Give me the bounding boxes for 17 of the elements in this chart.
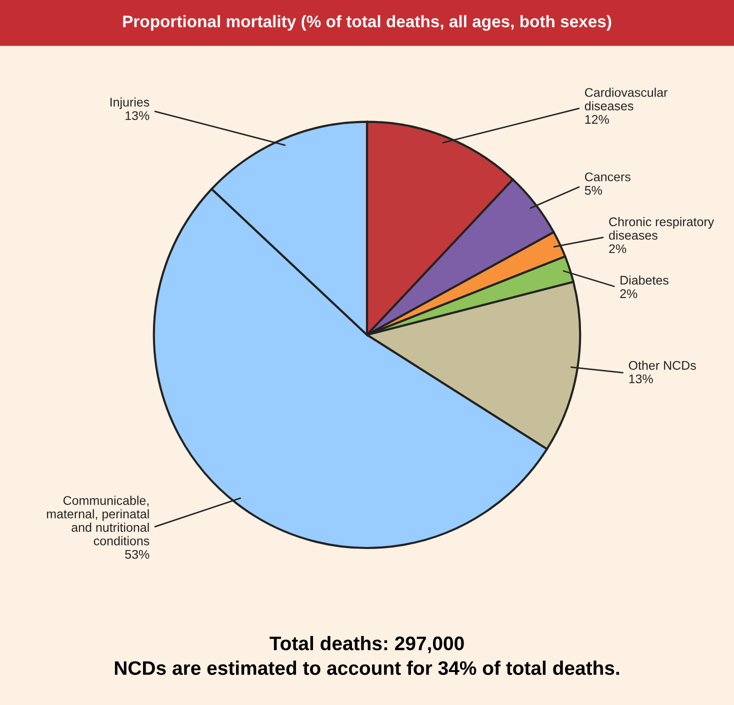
slice-label: Diabetes bbox=[620, 275, 668, 285]
text: NCDs are estimated to account for 34% of total deaths. bbox=[114, 660, 620, 675]
text: Total deaths: 297,000 bbox=[270, 636, 464, 654]
data-label: 2% bbox=[609, 244, 626, 254]
slice-label: Communicable, maternal, perinatal and nutritional conditions bbox=[46, 496, 150, 546]
data-label: 2% bbox=[620, 289, 638, 298]
slice-label: Chronic respiratory diseases bbox=[609, 217, 714, 240]
chart-title: Proportional mortality (% of total deaths, all ages, both sexes) bbox=[123, 15, 612, 31]
slice-label: Other NCDs bbox=[628, 360, 696, 370]
data-label: 13% bbox=[126, 111, 150, 120]
slice-label: Injuries bbox=[110, 97, 150, 110]
data-label: 53% bbox=[125, 550, 150, 559]
data-label: 12% bbox=[585, 114, 609, 124]
slice-label: Cancers bbox=[584, 172, 630, 182]
data-label: 13% bbox=[629, 374, 653, 384]
data-label: 5% bbox=[584, 186, 602, 195]
slice-label: Cardiovascular diseases bbox=[584, 88, 668, 110]
